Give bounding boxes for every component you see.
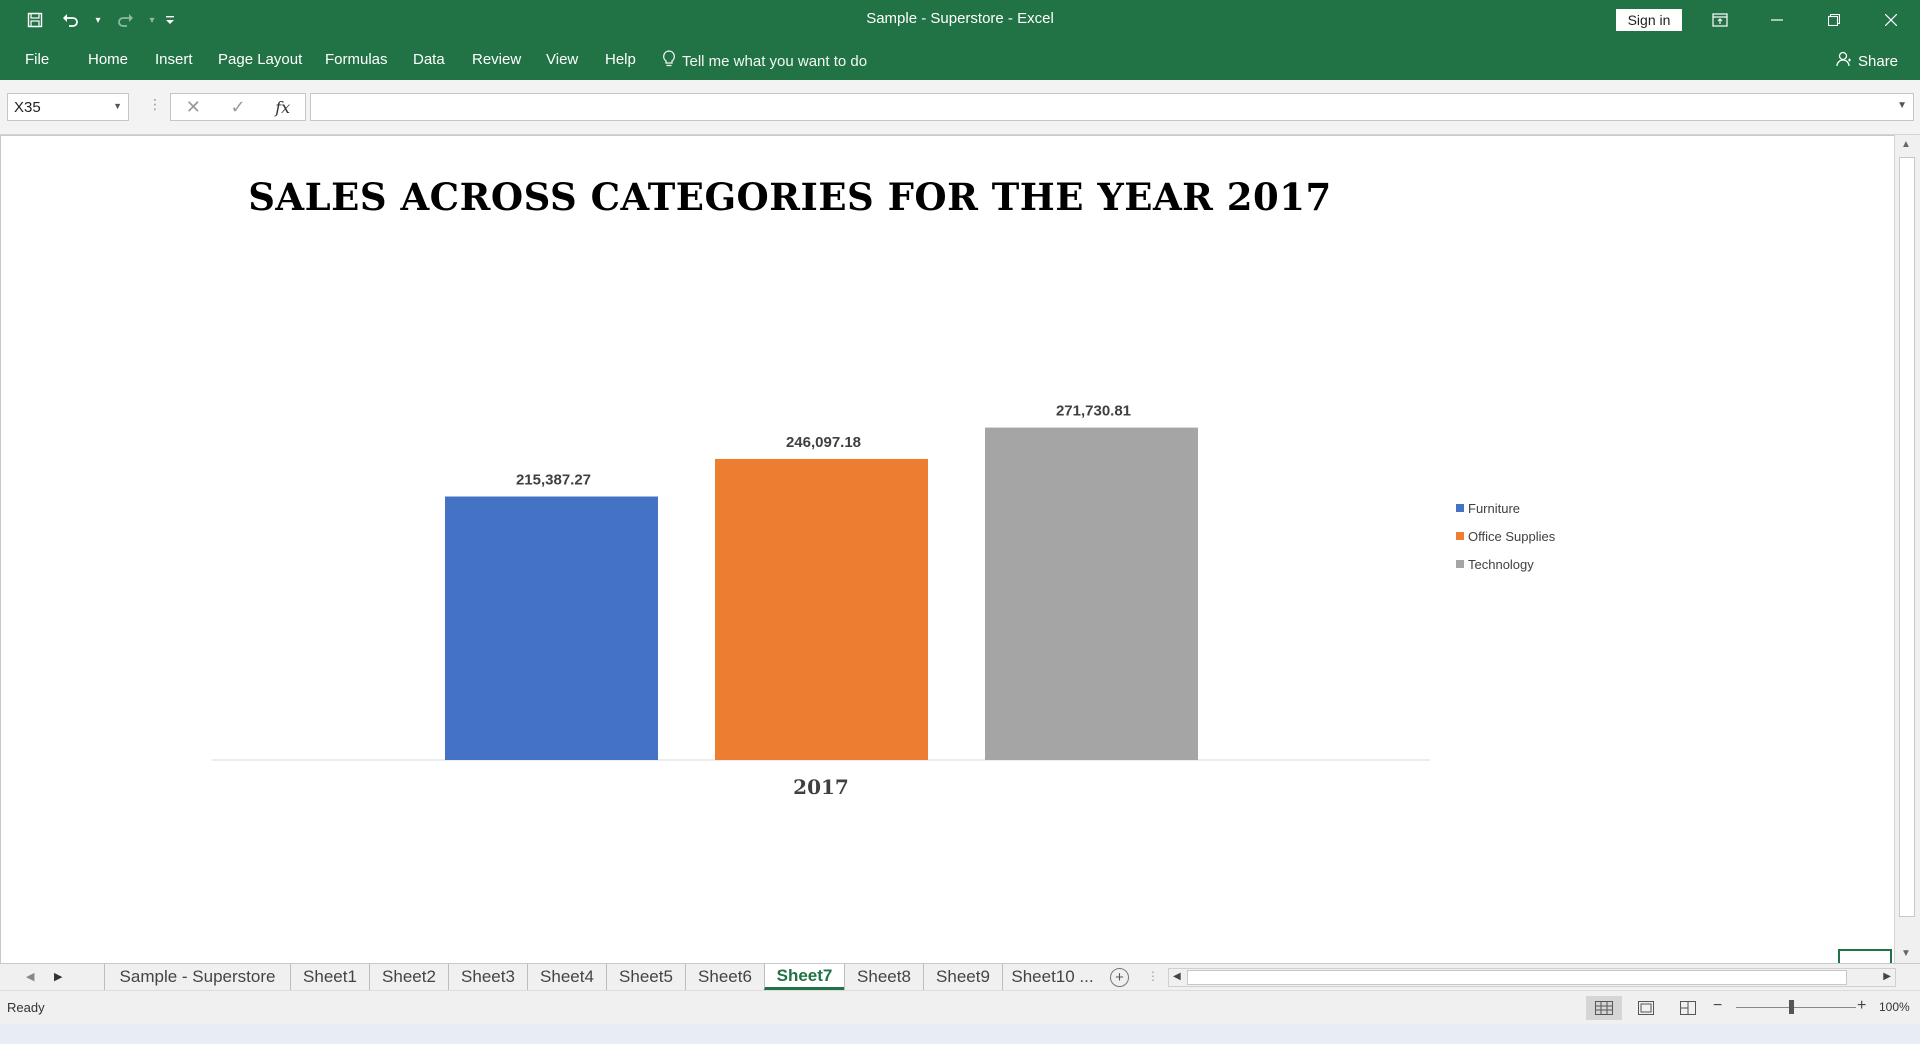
bar-office-supplies[interactable] [715, 458, 928, 760]
vertical-scrollbar[interactable]: ▲ ▼ [1894, 135, 1920, 963]
insert-function-icon[interactable]: fx [275, 97, 291, 117]
undo-icon[interactable] [56, 8, 86, 32]
formula-bar-buttons: ✕ ✓ fx [170, 93, 306, 121]
tab-review[interactable]: Review [472, 51, 522, 68]
person-icon [1836, 51, 1852, 71]
redo-icon[interactable] [110, 8, 140, 32]
close-icon[interactable] [1863, 0, 1919, 40]
name-box-value: X35 [14, 99, 41, 116]
chart-legend[interactable]: Furniture Office Supplies Technology [1456, 494, 1555, 578]
sheet-tab-sheet4[interactable]: Sheet4 [527, 964, 606, 990]
tab-help[interactable]: Help [605, 51, 636, 68]
data-label-office-supplies: 246,097.18 [786, 434, 861, 451]
bar-furniture[interactable] [445, 496, 658, 760]
worksheet-area[interactable] [0, 135, 1894, 963]
customize-toolbar-icon[interactable] [164, 8, 176, 32]
horizontal-scrollbar[interactable]: ◀ ▶ [1168, 968, 1896, 987]
sheet-tab-sheet1[interactable]: Sheet1 [290, 964, 369, 990]
normal-view-icon[interactable] [1586, 996, 1622, 1020]
share-label: Share [1858, 52, 1899, 70]
data-label-furniture: 215,387.27 [516, 472, 591, 489]
status-text: Ready [7, 1000, 45, 1015]
tell-me-search[interactable]: Tell me what you want to do [662, 50, 867, 72]
legend-label: Technology [1468, 556, 1534, 572]
legend-swatch [1456, 504, 1464, 512]
zoom-slider-thumb[interactable] [1789, 1000, 1794, 1014]
ribbon-tab-bar: File Home Insert Page Layout Formulas Da… [0, 40, 1920, 80]
formula-input[interactable]: ▼ [310, 93, 1914, 121]
add-sheet-icon[interactable]: + [1110, 968, 1129, 987]
zoom-in-icon[interactable]: + [1857, 997, 1867, 1014]
legend-swatch [1456, 560, 1464, 568]
zoom-out-icon[interactable]: − [1713, 997, 1723, 1014]
vertical-scroll-thumb[interactable] [1899, 157, 1915, 917]
chart-title[interactable]: SALES ACROSS CATEGORIES FOR THE YEAR 201… [248, 175, 1332, 219]
minimize-icon[interactable] [1749, 0, 1805, 40]
scroll-left-icon[interactable]: ◀ [1173, 971, 1181, 982]
tab-data[interactable]: Data [413, 51, 445, 68]
share-button[interactable]: Share [1836, 51, 1898, 71]
chevron-down-icon[interactable]: ▼ [113, 101, 122, 111]
quick-access-toolbar: ▾ ▾ [20, 8, 176, 32]
expand-formula-bar-icon[interactable]: ▼ [1897, 100, 1907, 111]
sheet-tab-sheet7[interactable]: Sheet7 [764, 964, 844, 990]
legend-item-office-supplies[interactable]: Office Supplies [1456, 522, 1555, 550]
tab-split-handle[interactable]: ⋮ [1147, 969, 1159, 983]
redo-dropdown-icon[interactable]: ▾ [149, 14, 155, 26]
tab-formulas[interactable]: Formulas [325, 51, 388, 68]
zoom-level[interactable]: 100% [1879, 1000, 1910, 1014]
sheet-tab-sheet2[interactable]: Sheet2 [369, 964, 448, 990]
legend-item-technology[interactable]: Technology [1456, 550, 1555, 578]
name-box[interactable]: X35 ▼ [7, 93, 129, 121]
bar-chart[interactable]: 215,387.27 246,097.18 271,730.81 2017 [0, 135, 1460, 815]
sheet-tab-sheet10[interactable]: Sheet10 ... [1002, 964, 1102, 990]
scroll-right-icon[interactable]: ▶ [1883, 971, 1891, 982]
page-layout-view-icon[interactable] [1628, 996, 1664, 1020]
legend-item-furniture[interactable]: Furniture [1456, 494, 1555, 522]
bar-technology[interactable] [985, 427, 1198, 760]
formula-bar-resize-handle[interactable]: ⋮ [148, 96, 162, 112]
cancel-entry-icon[interactable]: ✕ [185, 96, 201, 117]
sheet-tab-sheet6[interactable]: Sheet6 [685, 964, 764, 990]
sheet-tab-bar: ◀ ▶ Sample - Superstore Sheet1 Sheet2 Sh… [0, 963, 1920, 990]
previous-sheet-icon[interactable]: ◀ [26, 971, 35, 983]
tab-home[interactable]: Home [88, 51, 129, 68]
title-bar: ▾ ▾ Sample - Superstore - Excel Sign in [0, 0, 1920, 40]
sign-in-button[interactable]: Sign in [1616, 9, 1682, 31]
tell-me-label: Tell me what you want to do [682, 52, 868, 70]
legend-swatch [1456, 532, 1464, 540]
legend-label: Office Supplies [1468, 528, 1556, 544]
data-label-technology: 271,730.81 [1056, 403, 1131, 420]
lightbulb-icon [662, 50, 676, 72]
horizontal-scroll-thumb[interactable] [1187, 970, 1847, 985]
sheet-tab-sheet8[interactable]: Sheet8 [844, 964, 923, 990]
sheet-tab-sheet3[interactable]: Sheet3 [448, 964, 527, 990]
tab-file[interactable]: File [25, 51, 50, 68]
selected-cell-indicator [1838, 949, 1892, 963]
formula-bar: X35 ▼ ⋮ ✕ ✓ fx ▼ [0, 80, 1920, 135]
undo-dropdown-icon[interactable]: ▾ [95, 14, 101, 26]
tab-page-layout[interactable]: Page Layout [218, 51, 303, 68]
taskbar-edge [0, 1024, 1920, 1044]
tab-insert[interactable]: Insert [155, 51, 193, 68]
sheet-tab-sample-superstore[interactable]: Sample - Superstore [104, 964, 290, 990]
x-axis-category-label: 2017 [793, 775, 849, 799]
confirm-entry-icon[interactable]: ✓ [230, 96, 246, 117]
legend-label: Furniture [1468, 500, 1521, 516]
sheet-tab-sheet9[interactable]: Sheet9 [923, 964, 1002, 990]
scroll-up-icon[interactable]: ▲ [1901, 139, 1911, 150]
restore-icon[interactable] [1806, 0, 1862, 40]
page-break-preview-icon[interactable] [1670, 996, 1706, 1020]
tab-view[interactable]: View [546, 51, 579, 68]
ribbon-display-options-icon[interactable] [1692, 0, 1748, 40]
status-bar: Ready − + 100% [0, 990, 1920, 1024]
zoom-slider[interactable] [1736, 1007, 1856, 1008]
next-sheet-icon[interactable]: ▶ [54, 971, 63, 983]
save-icon[interactable] [20, 8, 50, 32]
sheet-tab-sheet5[interactable]: Sheet5 [606, 964, 685, 990]
scroll-down-icon[interactable]: ▼ [1901, 948, 1911, 959]
